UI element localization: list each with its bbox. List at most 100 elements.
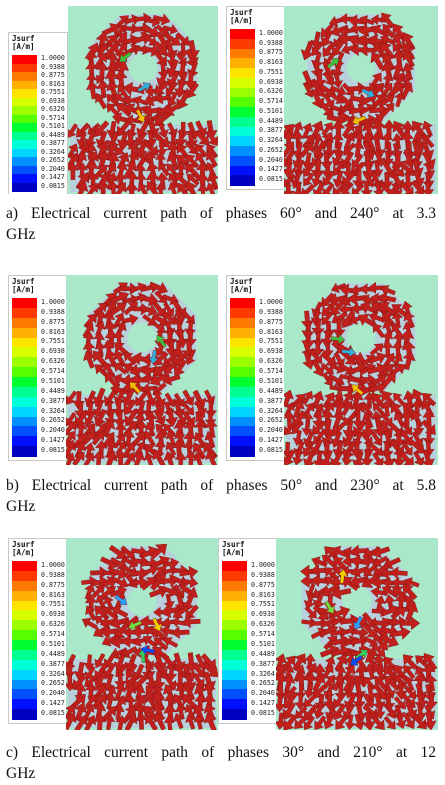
legend-value: 0.3877 xyxy=(41,396,65,405)
legend-value: 1.0000 xyxy=(251,560,275,569)
current-arrow xyxy=(156,140,168,157)
current-arrow xyxy=(184,180,198,194)
legend-value: 0.5101 xyxy=(41,376,65,385)
legend-swatch xyxy=(12,63,37,73)
legend-swatch xyxy=(12,337,37,348)
legend-value: 0.8163 xyxy=(41,327,65,336)
current-arrow xyxy=(153,111,171,127)
current-arrows xyxy=(284,281,437,465)
current-arrow xyxy=(301,420,313,437)
legend-swatch xyxy=(230,377,255,388)
current-arrow xyxy=(174,129,188,148)
current-arrow xyxy=(381,12,395,29)
current-arrow xyxy=(352,139,365,158)
legend-value: 0.5101 xyxy=(259,376,283,385)
current-arrow xyxy=(72,451,85,465)
color-legend: Jsurf [A/m] 1.0000 0.9388 0.8775 0.8163 0.7551… xyxy=(226,6,286,190)
current-arrow xyxy=(284,449,296,465)
current-arrow xyxy=(303,172,315,187)
current-arrow xyxy=(402,350,416,371)
color-legend: Jsurf [A/m] 1.0000 0.9388 0.8775 0.8163 0.7551… xyxy=(8,32,68,194)
legend-value: 0.4489 xyxy=(259,116,283,125)
current-arrow xyxy=(155,182,167,194)
current-arrow xyxy=(395,712,407,730)
legend-value: 0.4489 xyxy=(251,649,275,658)
legend-value: 0.9388 xyxy=(41,570,65,579)
current-arrow xyxy=(137,82,151,93)
current-arrow xyxy=(337,569,348,584)
legend-value: 0.4489 xyxy=(41,130,65,139)
current-arrow xyxy=(302,350,316,370)
current-arrow xyxy=(163,362,178,374)
current-arrow xyxy=(341,400,353,417)
current-arrow xyxy=(113,362,128,375)
legend-swatch xyxy=(12,610,37,621)
current-arrow xyxy=(186,82,199,99)
legend-value: 0.6938 xyxy=(41,96,65,105)
current-arrow xyxy=(103,662,116,680)
legend-swatch xyxy=(12,699,37,710)
current-arrow xyxy=(139,304,158,317)
current-arrow xyxy=(142,564,159,576)
current-arrow xyxy=(423,710,437,730)
current-plot xyxy=(284,6,438,194)
current-arrow xyxy=(402,148,416,169)
legend-swatch xyxy=(222,630,247,641)
current-arrow xyxy=(323,71,335,86)
legend-swatch xyxy=(12,157,37,167)
current-arrow xyxy=(311,390,325,410)
legend-value: 0.7551 xyxy=(259,337,283,346)
legend-swatch xyxy=(230,97,255,108)
current-arrow xyxy=(84,410,96,426)
current-arrow xyxy=(403,713,416,730)
current-arrow xyxy=(303,82,315,98)
current-arrow xyxy=(424,691,438,711)
legend-swatch xyxy=(12,679,37,690)
caption-line-2: GHz xyxy=(6,226,36,243)
current-arrow xyxy=(181,663,195,682)
legend-swatch xyxy=(12,396,37,408)
current-arrow xyxy=(411,180,425,194)
legend-value: 0.1427 xyxy=(259,165,283,174)
current-arrow xyxy=(303,450,316,465)
current-arrow xyxy=(391,182,403,194)
legend-value: 0.1427 xyxy=(41,173,65,182)
legend-value: 0.3877 xyxy=(41,659,65,668)
current-arrow xyxy=(104,389,117,407)
current-arrow xyxy=(404,685,417,700)
current-arrow xyxy=(192,442,207,460)
legend-swatch xyxy=(230,367,255,378)
current-arrow xyxy=(320,351,337,367)
legend-swatch xyxy=(12,620,37,631)
current-arrow xyxy=(410,139,424,160)
current-arrow xyxy=(301,183,316,194)
color-legend: Jsurf [A/m] 1.0000 0.9388 0.8775 0.8163 0.7551… xyxy=(8,275,68,461)
legend-swatch xyxy=(12,426,37,437)
legend-value: 1.0000 xyxy=(259,297,283,306)
current-arrow xyxy=(381,102,395,117)
current-arrow xyxy=(119,51,132,63)
legend-value: 0.3877 xyxy=(41,139,65,148)
legend-value: 0.5714 xyxy=(259,367,283,376)
current-arrow xyxy=(179,565,199,580)
legend-value: 0.2652 xyxy=(41,156,65,165)
current-arrow xyxy=(204,389,216,405)
current-arrow xyxy=(401,693,416,709)
legend-title-line-1: Jsurf xyxy=(12,277,35,286)
current-arrow xyxy=(322,182,335,194)
legend-value: 1.0000 xyxy=(41,54,65,63)
current-arrow xyxy=(123,160,137,179)
current-arrow xyxy=(330,585,352,600)
current-arrow xyxy=(330,626,349,639)
current-arrow xyxy=(303,694,317,708)
current-arrow xyxy=(74,702,87,722)
current-arrow xyxy=(372,562,390,577)
current-arrow xyxy=(303,715,315,730)
legend-value: 0.3264 xyxy=(41,669,65,678)
current-arrow xyxy=(331,131,344,149)
legend-value: 0.3264 xyxy=(251,669,275,678)
legend-swatch xyxy=(12,347,37,358)
legend-value: 0.2652 xyxy=(41,679,65,688)
current-arrow xyxy=(83,452,95,465)
legend-value: 0.4489 xyxy=(259,386,283,395)
